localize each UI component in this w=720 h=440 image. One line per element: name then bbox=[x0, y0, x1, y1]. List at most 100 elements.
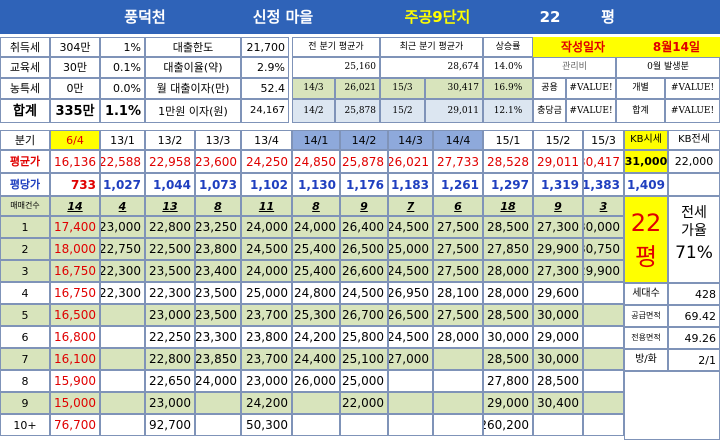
loan-label[interactable]: 대출한도 bbox=[145, 37, 241, 57]
quarter-col[interactable]: 15/1 bbox=[483, 130, 533, 150]
avg-cell[interactable]: 26,021 bbox=[388, 150, 433, 173]
price-cell[interactable] bbox=[583, 282, 624, 304]
price-cell[interactable]: 22,300 bbox=[100, 282, 145, 304]
price-cell[interactable]: 26,700 bbox=[340, 304, 388, 326]
price-cell[interactable]: 24,800 bbox=[292, 282, 340, 304]
mgmt-value[interactable]: 0월 발생분 bbox=[616, 57, 720, 78]
cost-amount[interactable]: 0만 bbox=[50, 78, 100, 99]
loan-value[interactable]: 24,167 bbox=[241, 99, 289, 123]
price-cell[interactable]: 25,000 bbox=[241, 282, 292, 304]
price-cell[interactable] bbox=[388, 392, 433, 414]
price-cell[interactable]: 30,000 bbox=[483, 326, 533, 348]
side-ratio-label[interactable]: 가율 bbox=[681, 223, 707, 239]
avg-cell[interactable]: 30,417 bbox=[583, 150, 624, 173]
price-cell[interactable]: 27,500 bbox=[433, 304, 483, 326]
price-cell[interactable]: 28,500 bbox=[483, 304, 533, 326]
row-number[interactable]: 2 bbox=[0, 238, 50, 260]
mgmt-cell[interactable]: #VALUE! bbox=[665, 78, 720, 99]
trades-cell[interactable]: 8 bbox=[292, 196, 340, 216]
info-value[interactable]: 69.42 bbox=[668, 305, 720, 327]
price-cell[interactable]: 23,500 bbox=[195, 282, 241, 304]
price-cell[interactable]: 23,800 bbox=[241, 326, 292, 348]
row-number[interactable]: 1 bbox=[0, 216, 50, 238]
cost-rate[interactable]: 1.1% bbox=[100, 99, 145, 123]
price-cell[interactable] bbox=[100, 392, 145, 414]
price-cell[interactable]: 23,000 bbox=[145, 304, 195, 326]
price-cell[interactable]: 24,200 bbox=[292, 326, 340, 348]
price-cell[interactable]: 25,000 bbox=[340, 370, 388, 392]
price-cell[interactable]: 29,000 bbox=[533, 326, 583, 348]
quarter-col[interactable]: 14/3 bbox=[388, 130, 433, 150]
trades-cell[interactable]: 3 bbox=[583, 196, 624, 216]
per-pyeong-cell[interactable]: 1,027 bbox=[100, 173, 145, 196]
price-cell[interactable]: 22,250 bbox=[145, 326, 195, 348]
avg-cell[interactable]: 22,588 bbox=[100, 150, 145, 173]
quarter-col[interactable]: 6/4 bbox=[50, 130, 100, 150]
trades-cell[interactable]: 8 bbox=[195, 196, 241, 216]
summary-recent[interactable]: 28,674 bbox=[380, 57, 483, 78]
price-cell[interactable]: 30,000 bbox=[533, 348, 583, 370]
mgmt-label[interactable]: 관리비 bbox=[533, 57, 616, 78]
price-cell[interactable]: 30,000 bbox=[583, 216, 624, 238]
cost-rate[interactable]: 0.0% bbox=[100, 78, 145, 99]
price-cell[interactable]: 24,500 bbox=[388, 326, 433, 348]
price-cell[interactable] bbox=[433, 392, 483, 414]
loan-label[interactable]: 대출이율(약) bbox=[145, 57, 241, 78]
row-number[interactable]: 4 bbox=[0, 282, 50, 304]
price-cell[interactable]: 22,800 bbox=[145, 216, 195, 238]
price-cell[interactable]: 30,750 bbox=[583, 238, 624, 260]
price-cell[interactable]: 23,700 bbox=[241, 348, 292, 370]
cost-amount[interactable]: 335만 bbox=[50, 99, 100, 123]
price-cell[interactable]: 26,000 bbox=[292, 370, 340, 392]
price-cell[interactable]: 76,700 bbox=[50, 414, 100, 436]
cost-label[interactable]: 취득세 bbox=[0, 37, 50, 57]
price-cell[interactable]: 16,750 bbox=[50, 282, 100, 304]
loan-label[interactable]: 월 대출이자(만) bbox=[145, 78, 241, 99]
price-cell[interactable]: 18,000 bbox=[50, 238, 100, 260]
price-cell[interactable]: 26,950 bbox=[388, 282, 433, 304]
summary-head-rate[interactable]: 상승률 bbox=[483, 37, 533, 57]
trades-cell[interactable]: 6 bbox=[433, 196, 483, 216]
summary-cell[interactable]: 25,878 bbox=[335, 99, 380, 123]
price-cell[interactable]: 29,900 bbox=[533, 238, 583, 260]
kb-sale-label[interactable]: KB시세 bbox=[624, 130, 668, 150]
quarter-label[interactable]: 분기 bbox=[0, 130, 50, 150]
per-pyeong-cell[interactable]: 1,183 bbox=[388, 173, 433, 196]
info-label[interactable]: 세대수 bbox=[624, 283, 668, 305]
mgmt-cell[interactable]: #VALUE! bbox=[566, 99, 616, 123]
row-number[interactable]: 3 bbox=[0, 260, 50, 282]
price-cell[interactable]: 92,700 bbox=[145, 414, 195, 436]
avg-cell[interactable]: 16,136 bbox=[50, 150, 100, 173]
price-cell[interactable]: 30,000 bbox=[533, 304, 583, 326]
price-cell[interactable]: 23,500 bbox=[195, 304, 241, 326]
price-cell[interactable]: 27,800 bbox=[483, 370, 533, 392]
writer-date[interactable]: 8월14일 bbox=[633, 37, 720, 57]
quarter-col[interactable]: 13/3 bbox=[195, 130, 241, 150]
trades-cell[interactable]: 11 bbox=[241, 196, 292, 216]
price-cell[interactable] bbox=[292, 414, 340, 436]
side-size-box[interactable] bbox=[624, 196, 668, 283]
avg-cell[interactable]: 22,958 bbox=[145, 150, 195, 173]
summary-cell[interactable]: 12.1% bbox=[483, 99, 533, 123]
price-cell[interactable]: 27,300 bbox=[533, 260, 583, 282]
price-cell[interactable]: 22,800 bbox=[145, 348, 195, 370]
price-cell[interactable] bbox=[340, 414, 388, 436]
per-pyeong-cell[interactable]: 733 bbox=[50, 173, 100, 196]
price-cell[interactable]: 27,000 bbox=[388, 348, 433, 370]
kb-jeonse-value[interactable]: 22,000 bbox=[668, 150, 720, 173]
price-cell[interactable]: 24,400 bbox=[292, 348, 340, 370]
price-cell[interactable]: 26,500 bbox=[340, 238, 388, 260]
loan-value[interactable]: 2.9% bbox=[241, 57, 289, 78]
mgmt-cell[interactable]: 공용 bbox=[533, 78, 566, 99]
price-cell[interactable]: 23,700 bbox=[241, 304, 292, 326]
price-cell[interactable]: 26,400 bbox=[340, 216, 388, 238]
row-number[interactable]: 8 bbox=[0, 370, 50, 392]
price-cell[interactable]: 25,300 bbox=[292, 304, 340, 326]
price-cell[interactable]: 29,000 bbox=[483, 392, 533, 414]
quarter-col[interactable]: 15/2 bbox=[533, 130, 583, 150]
side-unit[interactable]: 평 bbox=[634, 243, 658, 271]
price-cell[interactable]: 23,000 bbox=[100, 216, 145, 238]
price-cell[interactable] bbox=[388, 370, 433, 392]
title-unit[interactable]: 평 bbox=[588, 6, 628, 28]
price-cell[interactable] bbox=[583, 326, 624, 348]
